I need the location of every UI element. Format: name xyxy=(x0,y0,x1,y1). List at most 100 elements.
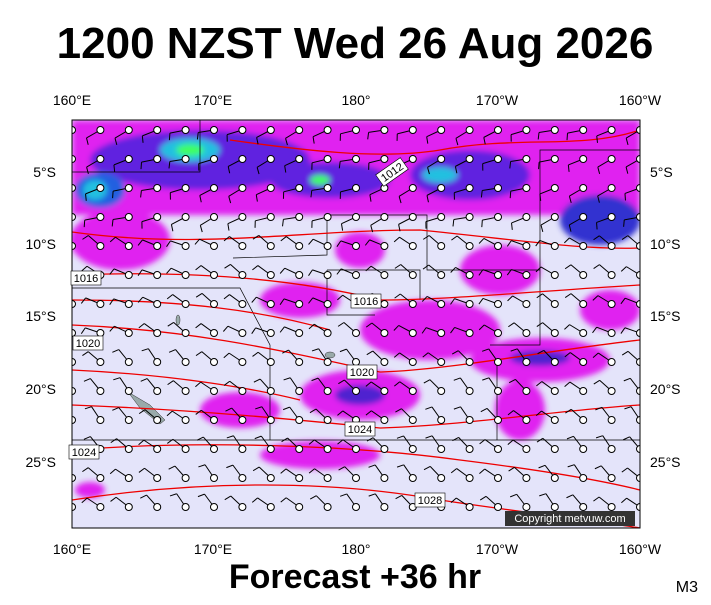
top-lon-label: 180° xyxy=(342,92,371,108)
station xyxy=(438,301,445,308)
station xyxy=(409,127,416,134)
station xyxy=(495,214,502,221)
station xyxy=(495,504,502,511)
isobar-label: 1016 xyxy=(71,271,101,285)
isobar-label: 1020 xyxy=(73,336,103,350)
station xyxy=(97,504,104,511)
station xyxy=(296,301,303,308)
station xyxy=(296,446,303,453)
isobar-label: 1028 xyxy=(415,493,445,507)
station xyxy=(125,185,132,192)
station xyxy=(154,214,161,221)
station xyxy=(608,185,615,192)
station xyxy=(324,127,331,134)
station xyxy=(551,504,558,511)
station xyxy=(438,185,445,192)
station xyxy=(551,417,558,424)
station xyxy=(239,214,246,221)
barb-staff xyxy=(59,353,72,362)
station xyxy=(296,330,303,337)
barb-staff xyxy=(58,188,72,196)
station xyxy=(580,359,587,366)
station xyxy=(267,446,274,453)
station xyxy=(438,127,445,134)
station xyxy=(495,388,502,395)
station xyxy=(580,185,587,192)
station xyxy=(211,301,218,308)
station xyxy=(466,359,473,366)
station xyxy=(608,446,615,453)
station xyxy=(608,504,615,511)
right-lat-label: 15°S xyxy=(650,308,681,324)
station xyxy=(239,127,246,134)
station xyxy=(523,156,530,163)
barb-feather xyxy=(141,162,142,169)
station xyxy=(381,243,388,250)
station xyxy=(381,156,388,163)
station xyxy=(182,127,189,134)
station xyxy=(523,417,530,424)
station xyxy=(324,475,331,482)
station xyxy=(353,359,360,366)
barb-staff xyxy=(60,236,72,246)
station xyxy=(296,504,303,511)
station xyxy=(381,127,388,134)
station xyxy=(211,243,218,250)
station xyxy=(551,127,558,134)
left-lat-label: 25°S xyxy=(25,454,56,470)
isobar-label-text: 1016 xyxy=(74,273,98,285)
station xyxy=(438,156,445,163)
station xyxy=(239,504,246,511)
station xyxy=(409,272,416,279)
station xyxy=(438,272,445,279)
station xyxy=(353,388,360,395)
station xyxy=(267,330,274,337)
station xyxy=(182,185,189,192)
barb-staff xyxy=(57,327,72,333)
top-lon-label: 170°W xyxy=(476,92,519,108)
station xyxy=(551,359,558,366)
station xyxy=(381,272,388,279)
station xyxy=(182,417,189,424)
station xyxy=(267,272,274,279)
forecast-label: Forecast +36 hr xyxy=(229,558,481,596)
station xyxy=(182,388,189,395)
station xyxy=(409,185,416,192)
station xyxy=(125,359,132,366)
station xyxy=(580,272,587,279)
station xyxy=(154,359,161,366)
barb-feather xyxy=(482,220,483,227)
station xyxy=(211,127,218,134)
station xyxy=(154,243,161,250)
station xyxy=(409,475,416,482)
barb-feather xyxy=(84,220,85,227)
station xyxy=(495,243,502,250)
station xyxy=(267,127,274,134)
station xyxy=(267,388,274,395)
station xyxy=(239,446,246,453)
station xyxy=(211,214,218,221)
station xyxy=(97,417,104,424)
station xyxy=(409,388,416,395)
station xyxy=(97,301,104,308)
station xyxy=(211,446,218,453)
isobar-label-text: 1016 xyxy=(354,296,378,308)
station xyxy=(267,243,274,250)
station xyxy=(381,330,388,337)
barb-feather xyxy=(53,295,58,300)
station xyxy=(438,330,445,337)
station xyxy=(409,156,416,163)
station xyxy=(523,127,530,134)
bottom-lon-label: 170°E xyxy=(194,541,232,557)
station xyxy=(466,127,473,134)
station xyxy=(125,504,132,511)
station xyxy=(466,301,473,308)
station xyxy=(381,388,388,395)
station xyxy=(211,272,218,279)
barb-feather xyxy=(56,466,62,469)
station xyxy=(125,417,132,424)
barb-feather xyxy=(58,167,60,174)
station xyxy=(125,475,132,482)
barb-staff xyxy=(60,497,72,507)
station xyxy=(324,243,331,250)
